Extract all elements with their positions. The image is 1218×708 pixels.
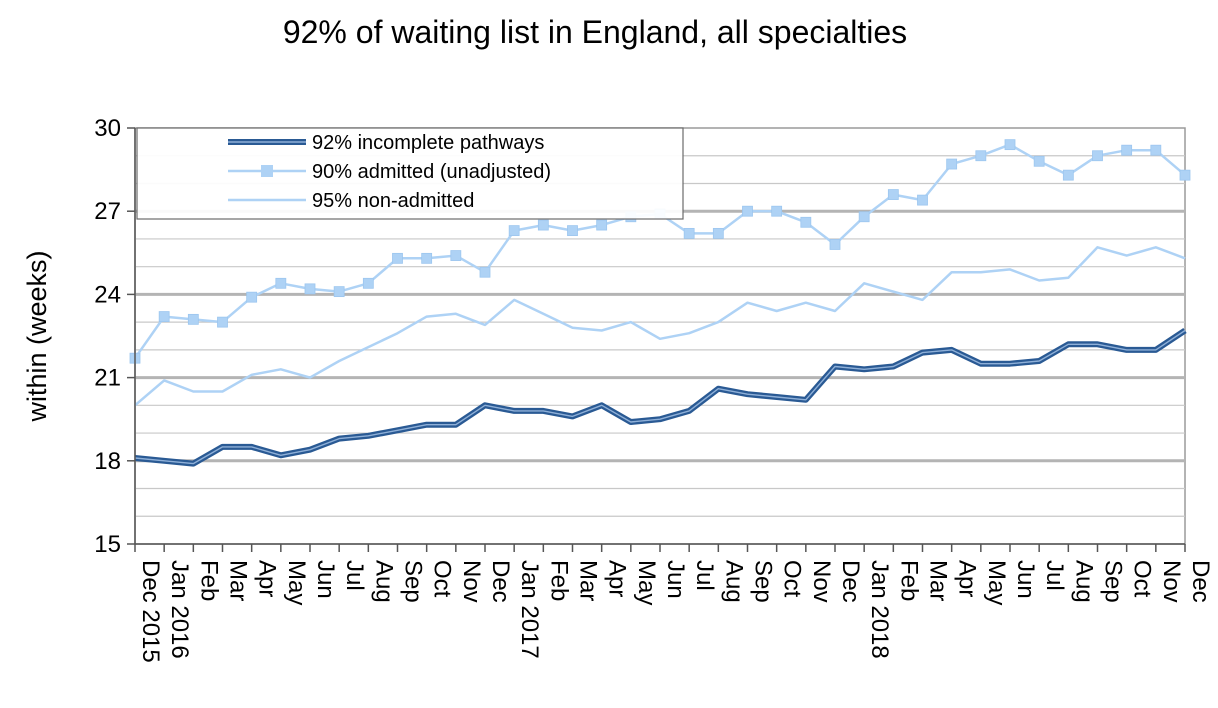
data-point-90-admitted	[392, 252, 403, 264]
legend: 92% incomplete pathways 90% admitted (una…	[136, 127, 684, 220]
data-point-90-admitted	[158, 311, 170, 322]
y-tick-label: 21	[94, 365, 121, 392]
data-point-90-admitted	[887, 189, 899, 200]
x-tick-label: Oct	[429, 560, 456, 598]
x-tick-label: May	[983, 560, 1010, 605]
x-tick-label: Jul	[1041, 560, 1068, 591]
legend-label: 90% admitted (unadjusted)	[312, 161, 551, 183]
x-tick-label: Nov	[1158, 560, 1185, 603]
x-tick-label: Apr	[254, 560, 281, 597]
x-tick-label: Jan 2017	[516, 560, 543, 659]
y-tick-label: 30	[94, 115, 121, 142]
data-point-90-admitted	[537, 219, 549, 231]
x-tick-label: Dec	[1187, 560, 1214, 603]
x-tick-label: Oct	[1129, 560, 1156, 598]
x-tick-label: May	[633, 560, 660, 605]
data-point-90-admitted	[508, 225, 520, 237]
data-point-90-admitted	[217, 316, 228, 328]
x-tick-label: Jul	[691, 560, 718, 591]
data-point-90-admitted	[1004, 139, 1016, 151]
x-tick-label: Sep	[400, 560, 427, 603]
x-tick-label: Aug	[370, 560, 397, 603]
x-tick-label: Nov	[458, 560, 485, 603]
x-tick-label: Feb	[895, 560, 922, 601]
data-point-90-admitted	[1179, 169, 1191, 181]
data-point-90-admitted	[333, 286, 345, 298]
x-tick-label: Jan 2018	[866, 560, 893, 659]
data-point-90-admitted	[829, 239, 841, 250]
x-tick-label: Jan 2016	[166, 560, 193, 659]
data-point-90-admitted	[1033, 155, 1045, 167]
x-tick-label: Dec	[487, 560, 514, 603]
chart-title: 92% of waiting list in England, all spec…	[282, 14, 908, 50]
y-tick-label: 27	[94, 198, 121, 225]
data-point-90-admitted	[275, 277, 287, 289]
series-line-92-incomplete-inner	[134, 329, 1186, 465]
data-point-90-admitted	[1150, 144, 1162, 156]
x-tick-label: Feb	[195, 560, 222, 601]
x-tick-label: Aug	[1070, 560, 1097, 603]
data-point-90-admitted	[683, 227, 695, 239]
x-tick-label: Nov	[808, 560, 835, 603]
data-point-90-admitted	[771, 205, 783, 217]
y-tick-label: 15	[94, 531, 121, 558]
data-point-90-admitted	[800, 216, 812, 228]
data-point-90-admitted	[421, 252, 433, 264]
x-tick-label: Mar	[225, 560, 252, 601]
data-point-90-admitted	[712, 227, 724, 239]
x-tick-label: Aug	[720, 560, 747, 603]
y-tick-label: 18	[94, 448, 121, 475]
x-tick-label: Jun	[662, 560, 689, 599]
data-point-90-admitted	[975, 150, 987, 162]
data-point-90-admitted	[567, 225, 578, 237]
data-point-90-admitted	[1062, 169, 1074, 181]
series-line-95-non-admitted	[134, 246, 1186, 407]
legend-marker-90-admitted	[261, 165, 273, 177]
data-point-90-admitted	[246, 291, 258, 303]
x-tick-label: Sep	[1100, 560, 1127, 603]
series-markers	[129, 139, 1191, 364]
data-point-90-admitted	[362, 277, 374, 289]
x-tick-label: May	[283, 560, 310, 605]
x-tick-label: Oct	[779, 560, 806, 598]
x-tick-label: Mar	[925, 560, 952, 601]
data-point-90-admitted	[450, 250, 462, 261]
data-point-90-admitted	[304, 283, 316, 295]
data-point-90-admitted	[742, 205, 753, 217]
x-tick-label: Sep	[750, 560, 777, 603]
data-point-90-admitted	[187, 313, 199, 325]
data-point-90-admitted	[1092, 150, 1103, 162]
data-point-90-admitted	[946, 158, 958, 170]
legend-label: 95% non-admitted	[312, 190, 474, 212]
data-point-90-admitted	[596, 219, 608, 231]
legend-label: 92% incomplete pathways	[312, 132, 544, 154]
x-tick-label: Jul	[341, 560, 368, 591]
x-tick-label: Feb	[545, 560, 572, 601]
x-tick-label: Apr	[604, 560, 631, 597]
x-tick-label: Dec 2015	[137, 560, 164, 663]
y-axis-title: within (weeks)	[22, 250, 52, 422]
x-tick-label: Dec	[837, 560, 864, 603]
data-point-90-admitted	[858, 211, 870, 223]
x-tick-label: Jun	[312, 560, 339, 599]
x-tick-label: Apr	[954, 560, 981, 597]
data-point-90-admitted	[1121, 144, 1133, 156]
x-tick-label: Jun	[1012, 560, 1039, 599]
x-tick-label: Mar	[575, 560, 602, 601]
y-tick-label: 24	[94, 281, 121, 308]
data-point-90-admitted	[917, 194, 928, 206]
data-point-90-admitted	[479, 266, 491, 278]
